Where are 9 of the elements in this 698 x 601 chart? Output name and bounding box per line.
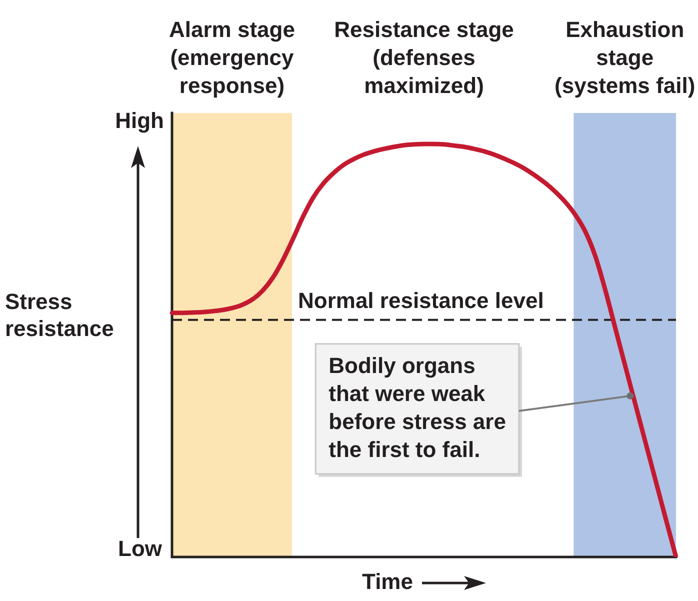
text: Resistance stage (defenses maximized) xyxy=(334,17,514,98)
text: Alarm stage (emergency response) xyxy=(169,17,295,98)
y-axis-title: Stress resistance xyxy=(5,289,114,342)
ref-line-label: Normal resistance level xyxy=(298,288,544,313)
annotation: Bodily organs that were weak before stress are the first to fail. xyxy=(328,352,506,462)
text: Low xyxy=(118,536,163,562)
text: Exhaustion stage (systems fail) xyxy=(554,17,696,98)
text: High xyxy=(115,108,164,134)
x-axis-title: Time xyxy=(362,569,413,594)
